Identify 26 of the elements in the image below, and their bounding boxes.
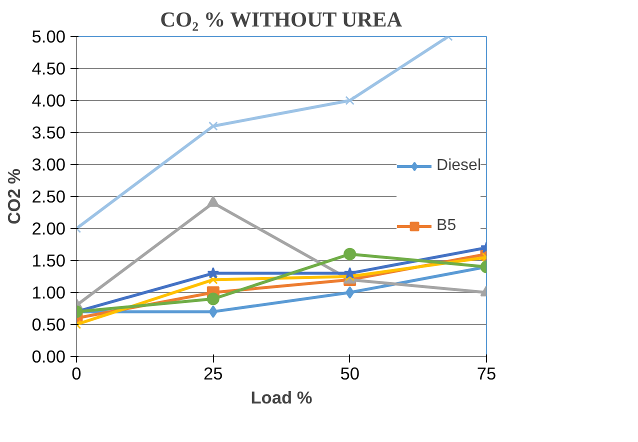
y-tick-label: 1.50 xyxy=(32,250,66,270)
y-tick-label: 0.00 xyxy=(32,346,66,366)
point xyxy=(208,305,218,318)
x-tick-label: 25 xyxy=(204,364,223,384)
y-axis-title: CO2 % xyxy=(4,168,24,224)
x-axis-title: Load % xyxy=(250,388,312,408)
x-tick-label: 75 xyxy=(476,364,496,384)
y-tick-label: 1.00 xyxy=(32,282,66,302)
x-tick-label: 50 xyxy=(340,364,360,384)
point xyxy=(344,267,356,278)
y-tick-label: 0.50 xyxy=(32,314,66,334)
y-tick-label: 2.50 xyxy=(32,186,66,206)
point xyxy=(345,96,354,106)
point xyxy=(207,267,220,278)
y-tick-label: 3.50 xyxy=(32,122,66,142)
legend-label: Diesel xyxy=(436,157,481,175)
point xyxy=(208,121,218,131)
y-tick-label: 4.00 xyxy=(32,90,66,110)
chart-title: CO₂ % WITHOUT UREA xyxy=(160,8,403,32)
y-tick-label: 5.00 xyxy=(32,26,66,46)
y-tick-label: 3.00 xyxy=(32,154,66,174)
y-tick-label: 4.50 xyxy=(32,58,66,78)
point xyxy=(345,286,354,299)
legend-label: B5 xyxy=(436,217,457,235)
x-tick-label: 0 xyxy=(72,364,82,384)
y-tick-label: 2.00 xyxy=(32,218,66,238)
